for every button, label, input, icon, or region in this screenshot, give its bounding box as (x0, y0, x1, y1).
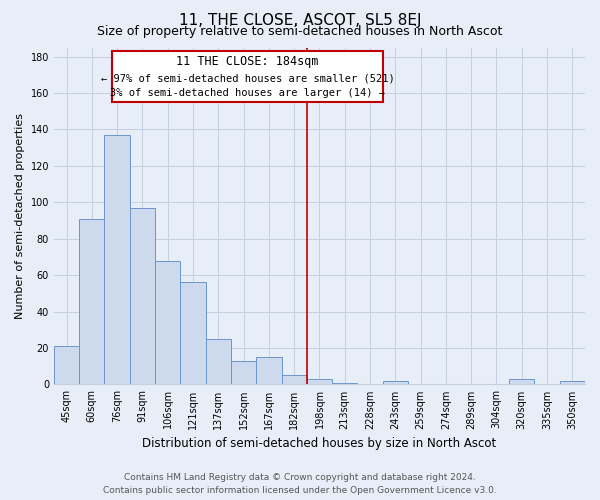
Bar (130, 208, 155, 384)
Bar (256, 357, 281, 384)
FancyBboxPatch shape (112, 51, 383, 102)
Bar (155, 260, 181, 384)
Bar (281, 376, 307, 384)
Bar (307, 379, 332, 384)
Bar (509, 379, 535, 384)
Text: ← 97% of semi-detached houses are smaller (521): ← 97% of semi-detached houses are smalle… (101, 74, 394, 84)
Text: 11, THE CLOSE, ASCOT, SL5 8EJ: 11, THE CLOSE, ASCOT, SL5 8EJ (179, 12, 421, 28)
Bar (104, 135, 130, 384)
Bar (383, 381, 408, 384)
Text: Contains HM Land Registry data © Crown copyright and database right 2024.
Contai: Contains HM Land Registry data © Crown c… (103, 473, 497, 495)
Y-axis label: Number of semi-detached properties: Number of semi-detached properties (15, 113, 25, 319)
Bar (79, 218, 104, 384)
Bar (206, 339, 231, 384)
X-axis label: Distribution of semi-detached houses by size in North Ascot: Distribution of semi-detached houses by … (142, 437, 497, 450)
Bar (54, 346, 79, 385)
Text: Size of property relative to semi-detached houses in North Ascot: Size of property relative to semi-detach… (97, 25, 503, 38)
Bar (181, 282, 206, 384)
Text: 11 THE CLOSE: 184sqm: 11 THE CLOSE: 184sqm (176, 55, 319, 68)
Bar (231, 361, 256, 384)
Bar (332, 382, 358, 384)
Bar (560, 381, 585, 384)
Text: 3% of semi-detached houses are larger (14) →: 3% of semi-detached houses are larger (1… (110, 88, 385, 99)
